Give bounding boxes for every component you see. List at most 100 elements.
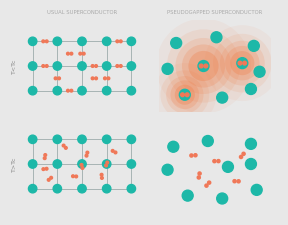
Circle shape [78,86,86,95]
Circle shape [153,63,217,126]
Circle shape [78,37,86,45]
Circle shape [78,160,86,168]
Circle shape [166,76,204,113]
Circle shape [104,77,106,80]
Circle shape [29,37,37,45]
Circle shape [190,154,193,157]
Circle shape [171,38,182,48]
Circle shape [91,77,94,80]
Circle shape [47,178,50,181]
Circle shape [100,173,103,176]
Circle shape [120,65,122,67]
Circle shape [233,180,236,183]
Circle shape [50,176,52,179]
Circle shape [53,62,62,70]
Circle shape [198,61,209,72]
Circle shape [114,151,117,154]
Circle shape [95,77,97,80]
Circle shape [82,52,85,55]
Circle shape [43,157,46,160]
Circle shape [65,146,67,149]
Circle shape [78,62,86,70]
Circle shape [95,65,97,67]
Circle shape [29,62,37,70]
Circle shape [103,37,111,45]
Text: T<Tc: T<Tc [12,58,17,74]
Circle shape [208,181,211,184]
Circle shape [91,65,94,67]
Circle shape [111,150,114,152]
Circle shape [245,83,256,94]
Circle shape [217,160,220,163]
Circle shape [29,184,37,193]
Circle shape [167,29,240,103]
Circle shape [42,65,45,67]
Circle shape [204,25,280,101]
Circle shape [85,154,88,157]
Circle shape [107,77,110,80]
Circle shape [225,46,259,80]
Circle shape [188,51,219,81]
Circle shape [213,160,216,163]
Circle shape [230,51,254,75]
Text: T>Tc: T>Tc [12,156,17,172]
Circle shape [160,70,209,119]
Circle shape [44,154,47,156]
Circle shape [75,175,77,178]
Circle shape [116,40,119,43]
Circle shape [53,184,62,193]
Circle shape [53,37,62,45]
Circle shape [213,34,272,92]
Circle shape [62,144,65,147]
Circle shape [220,41,265,86]
Circle shape [58,77,60,80]
Circle shape [238,61,242,65]
Circle shape [156,19,251,113]
Circle shape [181,93,184,97]
Circle shape [29,135,37,144]
Circle shape [80,164,83,166]
Circle shape [106,161,109,164]
Circle shape [42,168,45,171]
Circle shape [116,65,119,67]
Circle shape [245,159,256,169]
Circle shape [242,152,245,155]
Circle shape [182,190,193,201]
Circle shape [53,86,62,95]
Circle shape [53,135,62,144]
Circle shape [127,135,136,144]
Circle shape [198,172,201,175]
Circle shape [205,184,208,187]
Circle shape [237,58,248,69]
Circle shape [179,89,190,100]
Circle shape [248,40,259,51]
Circle shape [103,86,111,95]
Circle shape [217,193,228,204]
Circle shape [222,161,233,172]
Circle shape [175,38,232,94]
Circle shape [199,64,203,68]
Circle shape [103,135,111,144]
Circle shape [45,65,48,67]
Circle shape [127,62,136,70]
Circle shape [127,37,136,45]
Circle shape [103,184,111,193]
Circle shape [194,154,197,157]
Circle shape [42,40,45,43]
Circle shape [127,86,136,95]
Circle shape [243,61,247,65]
Circle shape [78,135,86,144]
Circle shape [70,52,73,55]
Circle shape [237,180,240,183]
Circle shape [168,141,179,152]
Circle shape [72,175,74,178]
Circle shape [67,89,69,92]
Circle shape [103,160,111,168]
Circle shape [101,177,103,179]
Circle shape [67,52,69,55]
Circle shape [127,184,136,193]
Circle shape [185,93,189,97]
Circle shape [239,155,242,159]
Circle shape [45,40,48,43]
Circle shape [81,167,84,169]
